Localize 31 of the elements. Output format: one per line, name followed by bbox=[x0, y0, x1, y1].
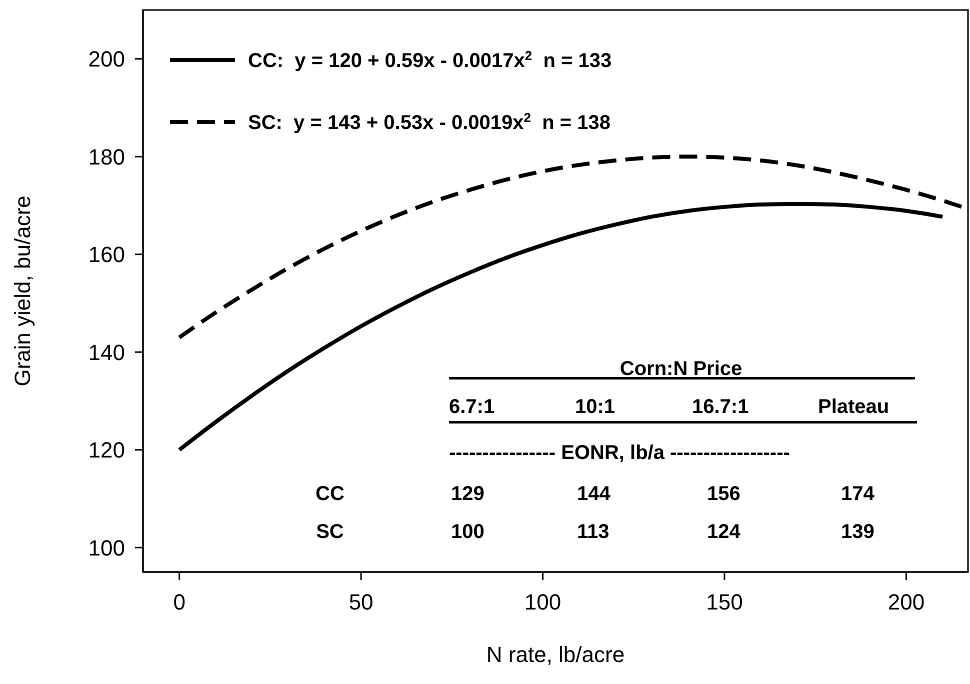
annotation: 156 bbox=[707, 483, 740, 505]
y-tick-label: 200 bbox=[88, 46, 125, 72]
legend-label: SC: y = 143 + 0.53x - 0.0019x$^{2}$ n = 138 bbox=[248, 110, 610, 134]
annotation: ---------------- EONR, lb/a ------------------ bbox=[449, 442, 790, 464]
annotation: Plateau bbox=[818, 396, 890, 418]
x-tick-label: 50 bbox=[348, 590, 374, 615]
annotation: 174 bbox=[841, 483, 876, 505]
x-tick-label: 0 bbox=[173, 590, 186, 615]
y-tick-label: 160 bbox=[88, 242, 125, 268]
x-tick-label: 100 bbox=[524, 590, 562, 615]
annotation: 6.7:1 bbox=[449, 396, 495, 418]
legend-label: CC: y = 120 + 0.59x - 0.0017x$^{2}$ n = 133 bbox=[248, 48, 612, 72]
y-tick-label: 140 bbox=[88, 340, 125, 365]
annotation: 144 bbox=[577, 483, 612, 505]
annotation: 129 bbox=[451, 483, 484, 505]
annotation: 100 bbox=[451, 521, 484, 543]
x-tick-label: 150 bbox=[706, 590, 743, 615]
annotation: Corn:N Price bbox=[620, 358, 742, 380]
annotation: CC bbox=[316, 483, 344, 505]
y-tick-label: 100 bbox=[88, 535, 125, 560]
annotation: 16.7:1 bbox=[692, 396, 749, 418]
annotation: 113 bbox=[577, 521, 610, 543]
annotation: SC bbox=[316, 521, 344, 543]
annotation: 124 bbox=[707, 521, 742, 543]
y-tick-label: 180 bbox=[88, 144, 125, 170]
x-tick-label: 200 bbox=[888, 590, 925, 615]
annotation: 10:1 bbox=[575, 396, 616, 418]
x-axis-title: N rate, lb/acre bbox=[486, 642, 625, 667]
y-tick-label: 120 bbox=[88, 438, 125, 463]
y-axis-title: Grain yield, bu/acre bbox=[10, 196, 35, 386]
annotation: 139 bbox=[841, 521, 874, 543]
